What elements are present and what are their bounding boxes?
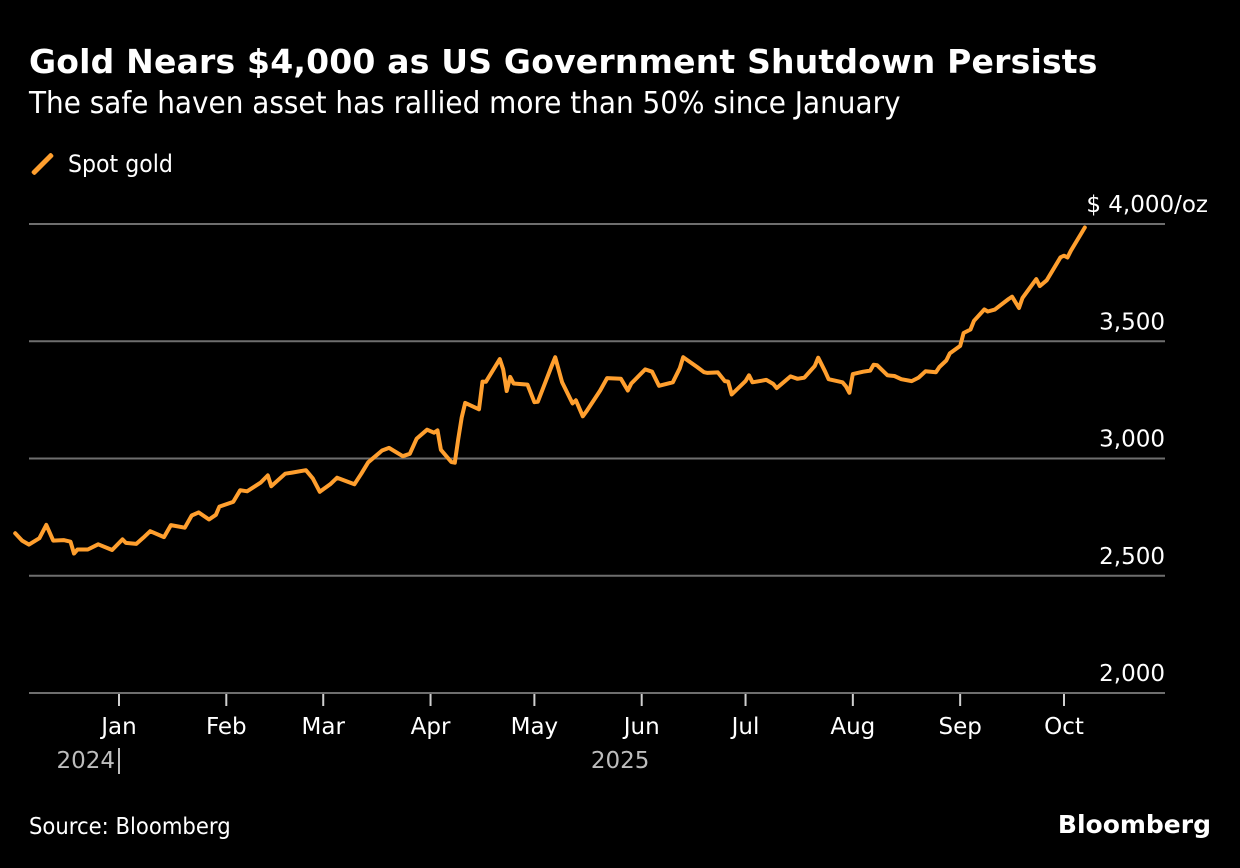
series-line-spot-gold (13, 225, 1087, 556)
x-tick-label-jun: Jun (622, 714, 660, 740)
x-tick-label-feb: Feb (206, 714, 247, 740)
series-layer (13, 225, 1087, 556)
gridlines (29, 223, 1165, 694)
legend: Spot gold (30, 150, 182, 178)
y-tick-label-4000: $ 4,000/oz (1086, 192, 1208, 218)
year-label-2024: 2024 (56, 748, 115, 774)
y-tick-label-2500: 2,500 (1099, 544, 1165, 570)
source-note: Source: Bloomberg (29, 814, 231, 840)
x-tick-label-jan: Jan (99, 714, 136, 740)
x-tick-label-sep: Sep (938, 714, 981, 740)
chart-title: Gold Nears $4,000 as US Government Shutd… (29, 42, 1098, 81)
y-axis-labels: 2,000 2,500 3,000 3,500 $ 4,000/oz (1086, 192, 1208, 687)
x-tick-label-apr: Apr (411, 714, 451, 740)
x-tick-label-jul: Jul (730, 714, 760, 740)
y-tick-label-3000: 3,000 (1099, 427, 1165, 453)
x-axis: Jan Feb Mar Apr May Jun Jul Aug Sep Oct 2024 2025 (56, 694, 1084, 774)
x-tick-label-mar: Mar (302, 714, 346, 740)
legend-label-spot-gold: Spot gold (68, 150, 173, 178)
y-tick-label-3500: 3,500 (1099, 309, 1165, 335)
chart-subtitle: The safe haven asset has rallied more th… (29, 86, 901, 121)
year-label-2025: 2025 (591, 748, 650, 774)
x-tick-label-oct: Oct (1044, 714, 1084, 740)
x-tick-label-may: May (511, 714, 559, 740)
bloomberg-logo: Bloomberg (1057, 810, 1211, 839)
x-tick-label-aug: Aug (830, 714, 875, 740)
y-tick-label-2000: 2,000 (1099, 661, 1165, 687)
